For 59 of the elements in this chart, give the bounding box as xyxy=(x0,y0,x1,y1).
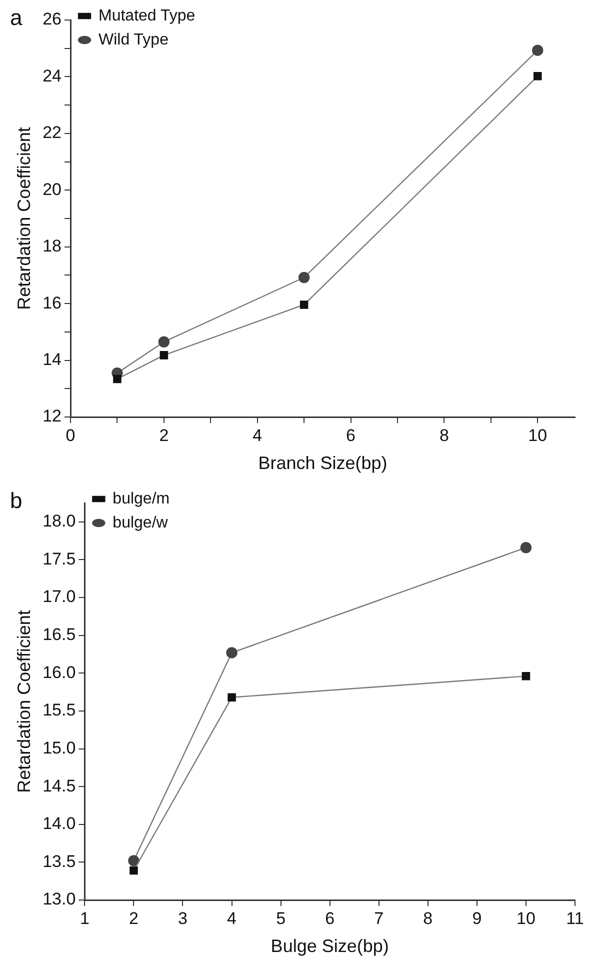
point xyxy=(160,351,168,360)
legend-label: Mutated Type xyxy=(98,7,196,24)
point xyxy=(130,866,138,875)
y-tick-label: 13.5 xyxy=(42,852,76,871)
x-tick-label: 4 xyxy=(227,908,237,928)
x-tick-label: 10 xyxy=(516,908,536,928)
y-tick-label: 12 xyxy=(42,406,62,426)
y-tick-label: 15.0 xyxy=(42,738,76,758)
y-tick-label: 16.0 xyxy=(42,662,76,682)
y-axis-title: Retardation Coefficient xyxy=(14,610,34,793)
x-tick-label: 2 xyxy=(128,908,138,928)
chart-title: a xyxy=(10,5,23,30)
y-tick-label: 17.5 xyxy=(42,549,76,568)
point xyxy=(520,542,532,554)
y-tick-label: 16 xyxy=(42,293,62,312)
point xyxy=(533,72,542,80)
x-tick-label: 9 xyxy=(472,908,482,928)
x-tick-label: 8 xyxy=(423,908,433,928)
x-tick-label: 8 xyxy=(439,426,449,445)
point xyxy=(298,272,310,284)
point xyxy=(226,647,238,658)
y-tick-label: 22 xyxy=(42,123,62,142)
y-tick-label: 16.5 xyxy=(42,625,76,644)
y-tick-label: 14 xyxy=(42,350,62,369)
y-tick-label: 15.5 xyxy=(42,700,76,720)
point xyxy=(300,300,308,309)
point xyxy=(128,855,140,866)
y-tick-label: 20 xyxy=(42,180,62,199)
point xyxy=(113,374,122,384)
x-tick-label: 10 xyxy=(528,426,548,445)
legend-label: Wild Type xyxy=(98,31,169,48)
legend-label: bulge/w xyxy=(112,514,168,532)
y-tick-label: 18.0 xyxy=(42,512,76,531)
x-tick-label: 7 xyxy=(374,908,384,928)
x-tick-label: 0 xyxy=(66,426,76,445)
y-tick-label: 17.0 xyxy=(42,587,76,606)
y-tick-label: 24 xyxy=(42,66,62,86)
x-tick-label: 11 xyxy=(566,908,584,928)
legend-label: bulge/m xyxy=(112,490,170,508)
x-axis-title: Branch Size(bp) xyxy=(258,453,388,474)
chart-title: b xyxy=(10,488,22,514)
y-tick-label: 18 xyxy=(42,236,62,256)
y-tick-label: 13.0 xyxy=(42,890,76,909)
y-tick-label: 14.5 xyxy=(42,776,76,796)
x-tick-label: 5 xyxy=(276,908,286,928)
x-axis-title: Bulge Size(bp) xyxy=(270,936,389,956)
y-tick-label: 14.0 xyxy=(42,814,76,834)
x-tick-label: 6 xyxy=(325,908,335,928)
point xyxy=(522,672,530,680)
x-tick-label: 2 xyxy=(159,426,169,445)
y-tick-label: 26 xyxy=(42,10,62,29)
y-axis-title: Retardation Coefficient xyxy=(14,127,34,310)
point xyxy=(228,693,236,702)
point xyxy=(532,44,544,56)
point xyxy=(158,336,170,348)
x-tick-label: 1 xyxy=(80,908,90,928)
x-tick-label: 6 xyxy=(346,426,356,445)
x-tick-label: 4 xyxy=(252,426,262,445)
x-tick-label: 3 xyxy=(178,908,188,928)
